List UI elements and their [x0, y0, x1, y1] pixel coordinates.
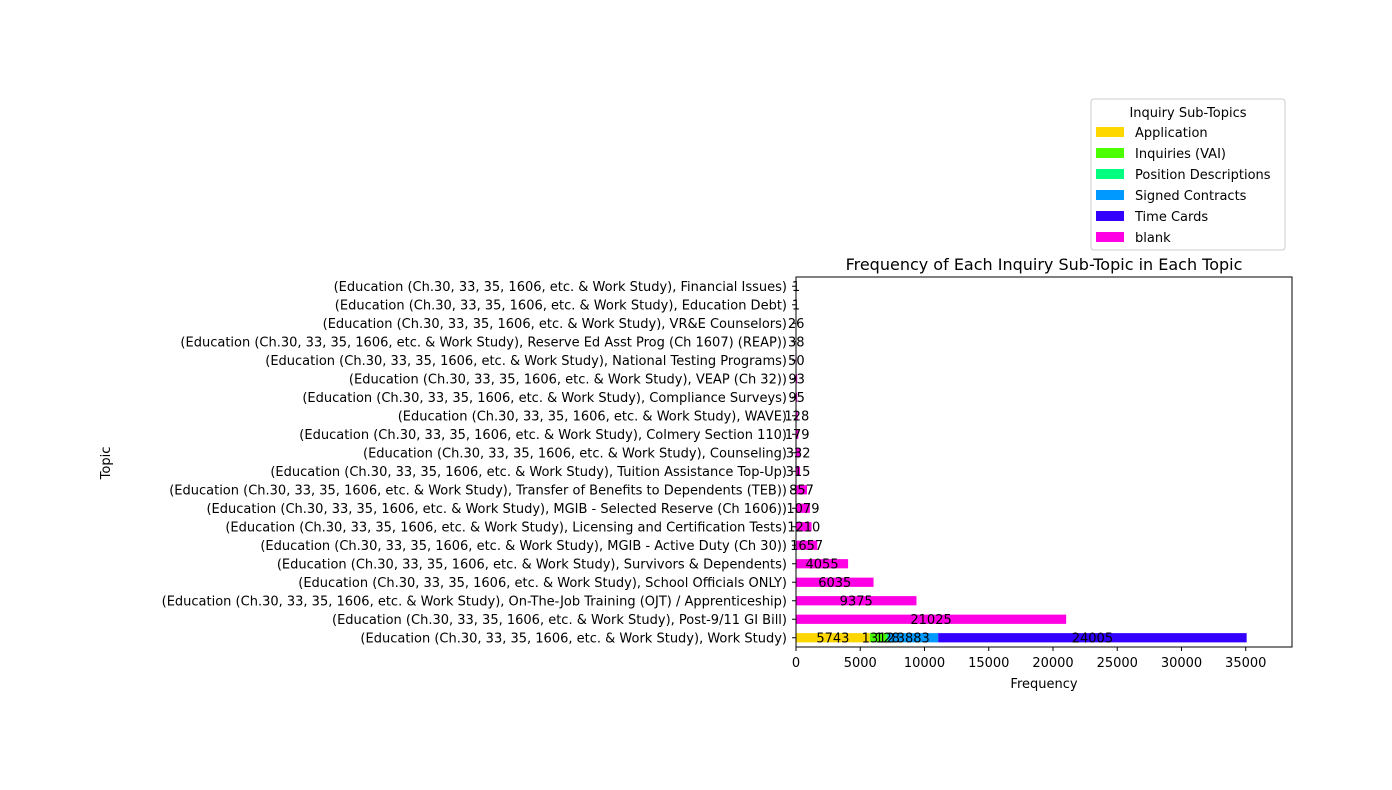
legend-swatch: [1096, 232, 1124, 242]
bar-value-label: 21025: [910, 613, 951, 628]
bar-value-label: 332: [786, 446, 811, 461]
y-tick-label: (Education (Ch.30, 33, 35, 1606, etc. & …: [298, 576, 787, 591]
bar-segment: [796, 522, 812, 532]
legend-label: Position Descriptions: [1135, 168, 1271, 183]
y-tick-label: (Education (Ch.30, 33, 35, 1606, etc. & …: [206, 502, 787, 517]
bar-segment: [886, 633, 889, 643]
y-tick-label: (Education (Ch.30, 33, 35, 1606, etc. & …: [323, 317, 787, 332]
bar-value-label: 95: [788, 391, 805, 406]
y-tick-label: (Education (Ch.30, 33, 35, 1606, etc. & …: [299, 428, 787, 443]
x-tick-label: 15000: [968, 656, 1009, 671]
bar-segment: [796, 466, 801, 476]
y-tick-label: (Education (Ch.30, 33, 35, 1606, etc. & …: [335, 298, 787, 313]
x-tick-label: 5000: [844, 656, 877, 671]
x-axis-ticks: 0 5000 10000 15000 20000 25000 30000 35000: [792, 647, 1266, 671]
bar-value-label: 1657: [790, 539, 823, 554]
bar-value-label: 857: [789, 483, 814, 498]
bar-segment: [796, 411, 798, 421]
y-tick-label: (Education (Ch.30, 33, 35, 1606, etc. & …: [260, 539, 787, 554]
bar-segment: [796, 577, 874, 587]
legend-label: blank: [1135, 231, 1171, 246]
x-tick-label: 10000: [904, 656, 945, 671]
y-tick-label: (Education (Ch.30, 33, 35, 1606, etc. & …: [270, 465, 787, 480]
bar-segment: [796, 485, 808, 495]
chart-title: Frequency of Each Inquiry Sub-Topic in E…: [846, 255, 1243, 274]
bar-segment: [796, 633, 870, 643]
bar-value-label: 1312: [862, 631, 895, 646]
bar-value-label: 128: [784, 409, 809, 424]
y-tick-label: (Education (Ch.30, 33, 35, 1606, etc. & …: [332, 613, 787, 628]
legend-title: Inquiry Sub-Topics: [1129, 106, 1246, 121]
y-tick-label: (Education (Ch.30, 33, 35, 1606, etc. & …: [225, 520, 787, 535]
legend-swatch: [1096, 127, 1124, 137]
legend-label: Application: [1135, 126, 1208, 141]
bar-value-label: 5743: [816, 631, 849, 646]
bar-segment: [796, 596, 917, 606]
legend-swatch: [1096, 190, 1124, 200]
bar-segment: [888, 633, 939, 643]
legend-label: Signed Contracts: [1135, 189, 1247, 204]
bar-value-label: 6035: [818, 576, 851, 591]
legend: Inquiry Sub-Topics Application Inquiries …: [1090, 98, 1286, 251]
y-tick-label: (Education (Ch.30, 33, 35, 1606, etc. & …: [360, 631, 787, 646]
y-axis-ticks: (Education (Ch.30, 33, 35, 1606, etc. & …: [162, 280, 796, 646]
bar-value-label: 315: [786, 465, 811, 480]
bar-segment: [796, 374, 798, 384]
y-tick-label: (Education (Ch.30, 33, 35, 1606, etc. & …: [302, 391, 787, 406]
bar-segment: [796, 540, 818, 550]
bar-value-label: 179: [785, 428, 810, 443]
bar-value-label: 9375: [840, 594, 873, 609]
bar-value-label: 4055: [806, 557, 839, 572]
y-tick-label: (Education (Ch.30, 33, 35, 1606, etc. & …: [169, 483, 787, 498]
bar-segment: [869, 633, 887, 643]
x-tick-label: 0: [792, 656, 800, 671]
x-axis-label: Frequency: [1010, 677, 1077, 692]
bar-segment: [796, 503, 810, 513]
bars-layer: [796, 281, 1247, 643]
bar-value-label: 93: [788, 372, 805, 387]
legend-label: Inquiries (VAI): [1135, 147, 1226, 162]
bar-segment: [796, 392, 798, 402]
bar-value-label: 24005: [1072, 631, 1113, 646]
y-tick-label: (Education (Ch.30, 33, 35, 1606, etc. & …: [398, 409, 787, 424]
y-tick-label: (Education (Ch.30, 33, 35, 1606, etc. & …: [162, 594, 787, 609]
legend-items: Application Inquiries (VAI) Position Descr…: [1096, 126, 1271, 246]
plot-frame: [795, 276, 1293, 648]
bar-value-label: 3883: [897, 631, 930, 646]
y-tick-label: (Education (Ch.30, 33, 35, 1606, etc. & …: [277, 557, 787, 572]
x-tick-label: 20000: [1032, 656, 1073, 671]
legend-box: [1090, 98, 1286, 251]
y-tick-label: (Education (Ch.30, 33, 35, 1606, etc. & …: [349, 372, 787, 387]
x-tick-label: 25000: [1097, 656, 1138, 671]
bar-segment: [796, 448, 801, 458]
legend-swatch: [1096, 148, 1124, 158]
legend-swatch: [1096, 169, 1124, 179]
bar-segment: [938, 633, 1247, 643]
legend-swatch: [1096, 211, 1124, 221]
x-tick-label: 35000: [1225, 656, 1266, 671]
y-tick-label: (Education (Ch.30, 33, 35, 1606, etc. & …: [180, 335, 787, 350]
bar-value-label: 128: [875, 631, 900, 646]
bar-segment: [796, 429, 799, 439]
legend-label: Time Cards: [1134, 210, 1208, 225]
y-tick-label: (Education (Ch.30, 33, 35, 1606, etc. & …: [265, 354, 787, 369]
bar-segment: [796, 614, 1067, 624]
y-axis-label: Topic: [99, 447, 114, 481]
bar-value-label: 1210: [787, 520, 820, 535]
bar-segment: [796, 559, 849, 569]
y-tick-label: (Education (Ch.30, 33, 35, 1606, etc. & …: [363, 446, 787, 461]
x-tick-label: 30000: [1161, 656, 1202, 671]
bar-value-label: 1079: [786, 502, 819, 517]
y-tick-label: (Education (Ch.30, 33, 35, 1606, etc. & …: [334, 280, 787, 295]
